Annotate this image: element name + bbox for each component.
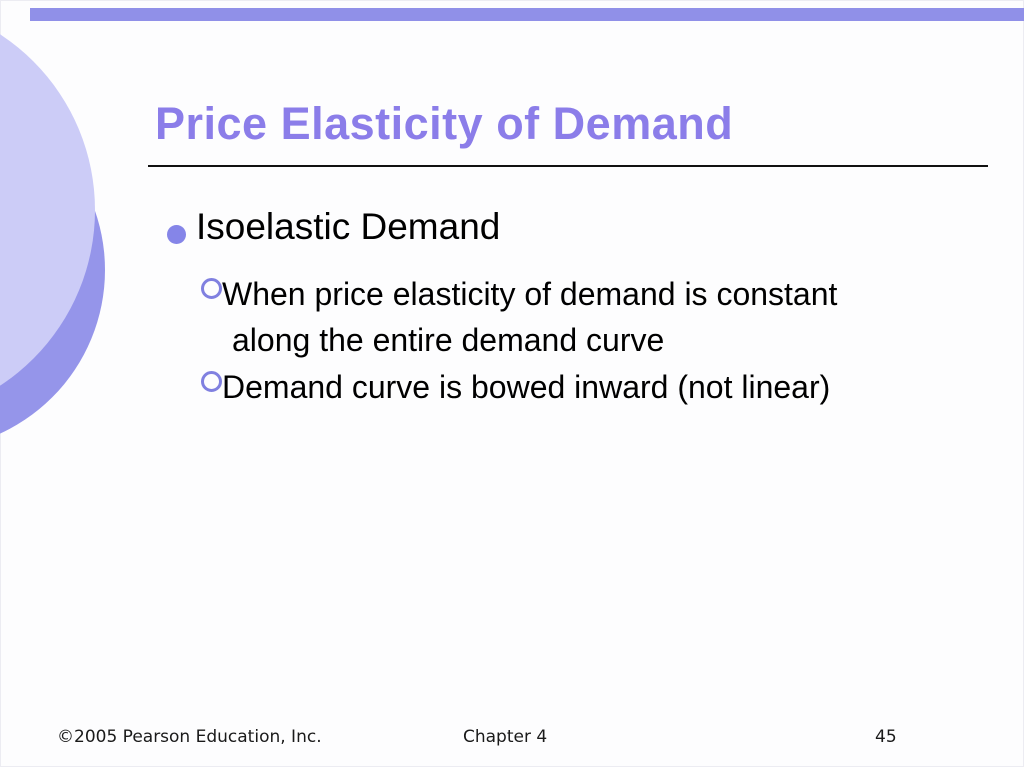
sub-bullet-line: When price elasticity of demand is const… — [222, 276, 838, 312]
sub-bullet-text: Demand curve is bowed inward (not linear… — [222, 364, 830, 410]
top-accent-bar — [30, 8, 1024, 21]
ring-bullet-icon — [201, 278, 222, 299]
footer-copyright: ©2005 Pearson Education, Inc. — [57, 727, 322, 747]
footer-page-number: 45 — [875, 727, 897, 747]
filled-bullet-icon — [167, 225, 186, 244]
bullet-label: Isoelastic Demand — [196, 206, 501, 247]
footer-chapter: Chapter 4 — [463, 727, 548, 747]
slide-title: Price Elasticity of Demand — [155, 98, 734, 149]
sub-bullet-line: Demand curve is bowed inward (not linear… — [222, 369, 831, 405]
sub-bullet-line: along the entire demand curve — [232, 322, 665, 358]
ring-bullet-icon — [201, 371, 222, 392]
sub-bullet-text: When price elasticity of demand is const… — [222, 271, 837, 363]
title-underline — [148, 165, 988, 167]
